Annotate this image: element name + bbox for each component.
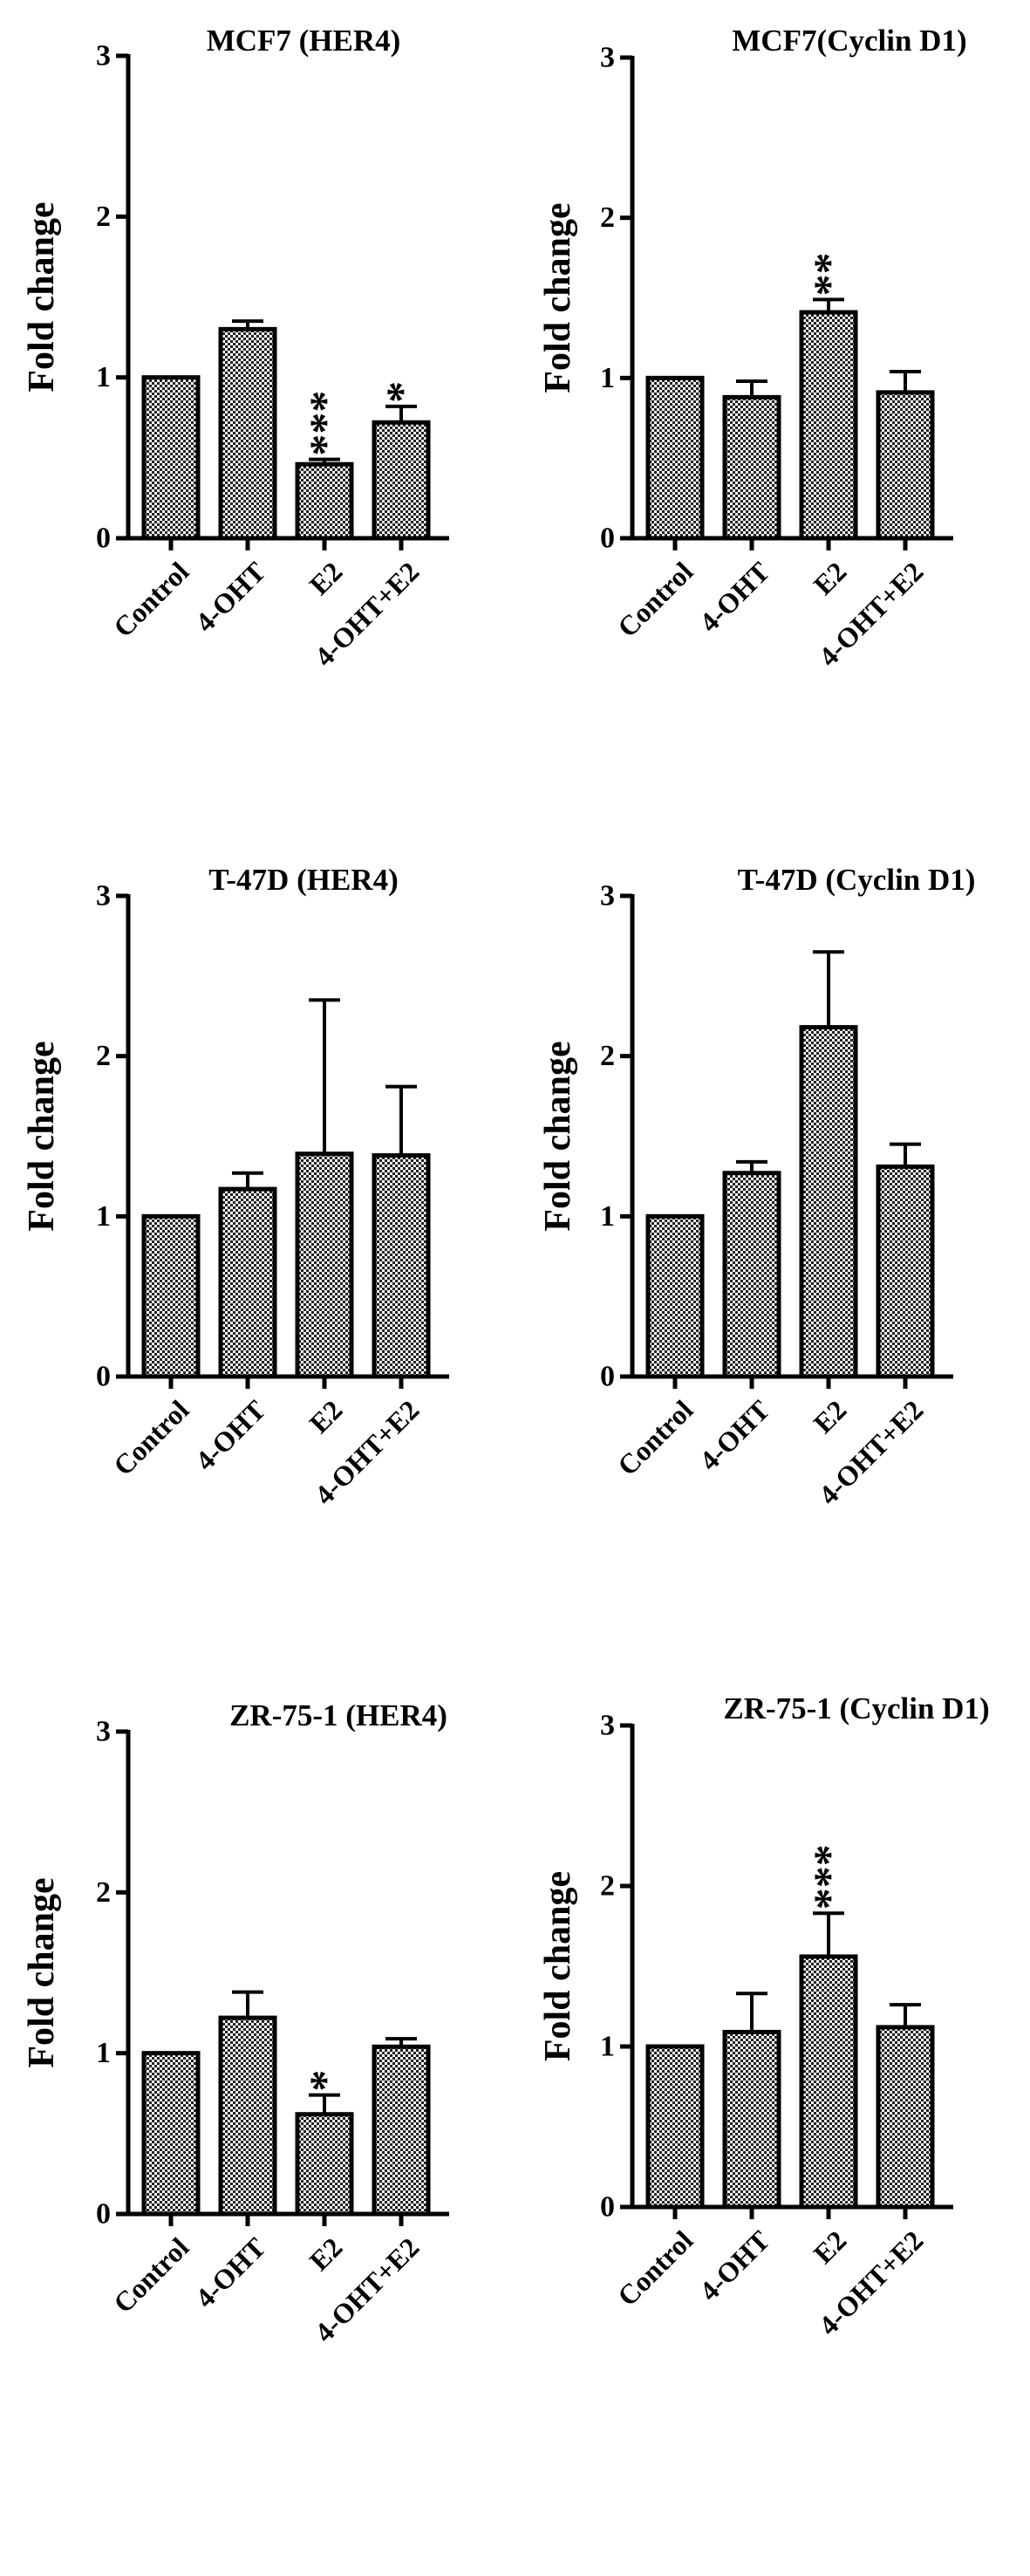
chart-title: T-47D (HER4) [208, 863, 398, 897]
bar-e2 [799, 1025, 858, 1379]
bar-control [645, 1213, 705, 1379]
y-axis-label: Fold change [538, 1871, 578, 2061]
x-tick-label: Control [611, 2224, 699, 2313]
x-tick-label: E2 [303, 2231, 348, 2277]
x-tick-label: Control [107, 2231, 195, 2320]
x-tick-label: Control [107, 556, 195, 644]
x-tick-label: E2 [807, 2224, 852, 2270]
bar-e2 [799, 1954, 858, 2210]
y-tick-label: 1 [96, 1200, 111, 1233]
y-tick-label: 3 [96, 1716, 111, 1748]
x-tick-label: 4-OHT [693, 2224, 776, 2307]
bar-4-oht [218, 326, 277, 541]
x-tick-label: Control [611, 556, 699, 644]
x-tick-label: 4-OHT [189, 2231, 272, 2314]
y-tick-label: 1 [96, 361, 111, 393]
bar-4-oht [722, 2029, 781, 2210]
y-tick-label: 0 [96, 2198, 111, 2231]
y-tick-label: 2 [96, 1040, 111, 1072]
y-tick-label: 0 [96, 1361, 111, 1393]
x-tick-label: E2 [807, 1394, 852, 1439]
significance-marker: * [300, 2070, 349, 2092]
bar-control [141, 2051, 201, 2217]
y-tick-label: 0 [600, 523, 615, 555]
bar-e2 [295, 461, 354, 541]
chart-title: MCF7(Cyclin D1) [732, 24, 966, 58]
y-tick-label: 1 [600, 1200, 615, 1233]
bar-4-oht-e2 [372, 420, 431, 541]
chart-panel-6: ZR-75-1 (Cyclin D1) Fold change *** 0 1 2 3 Con… [538, 1691, 990, 2341]
chart-title: ZR-75-1 (HER4) [229, 1698, 447, 1732]
x-tick-label: E2 [807, 556, 852, 601]
chart-panel-4: T-47D (Cyclin D1) Fold change 0 1 2 3 Control4… [538, 863, 975, 1511]
x-tick-label: 4-OHT [693, 1394, 776, 1477]
chart-panel-2: MCF7(Cyclin D1) Fold change ** 0 1 2 3 Control4… [538, 24, 967, 673]
y-tick-label: 2 [600, 1870, 615, 1903]
chart-panel-1: MCF7 (HER4)Fold change*** *0123Control4-O… [22, 24, 449, 673]
bar-control [141, 375, 201, 541]
y-axis-label: Fold change [538, 1041, 578, 1231]
y-tick-label: 1 [600, 2031, 615, 2063]
bar-4-oht-e2 [876, 1164, 935, 1379]
bar-control [141, 1213, 201, 1379]
x-tick-label: 4-OHT [693, 556, 776, 639]
bar-4-oht-e2 [372, 2044, 431, 2217]
bar-4-oht [722, 1171, 781, 1379]
y-tick-label: 2 [600, 1040, 615, 1072]
x-tick-label: E2 [303, 1394, 348, 1439]
bar-4-oht [218, 2015, 277, 2217]
y-tick-label: 3 [96, 40, 111, 72]
x-tick-label: Control [107, 1394, 195, 1482]
bar-e2 [799, 310, 858, 541]
y-axis-label: Fold change [22, 1877, 62, 2067]
y-tick-label: 0 [96, 523, 111, 555]
y-tick-label: 3 [600, 42, 615, 74]
y-tick-label: 0 [600, 1361, 615, 1393]
chart-title: ZR-75-1 (Cyclin D1) [723, 1691, 989, 1725]
significance-marker: *** [300, 391, 349, 456]
bar-4-oht-e2 [372, 1153, 431, 1379]
x-tick-label: 4-OHT [189, 1394, 272, 1477]
bar-e2 [295, 1151, 354, 1379]
bar-4-oht [218, 1186, 277, 1379]
y-tick-label: 2 [600, 202, 615, 234]
y-tick-label: 0 [600, 2191, 615, 2224]
bar-e2 [295, 2112, 354, 2217]
bar-control [645, 375, 705, 541]
bar-control [645, 2044, 705, 2210]
y-tick-label: 1 [600, 362, 615, 394]
bar-4-oht-e2 [876, 2025, 935, 2210]
significance-marker: * [377, 381, 426, 403]
chart-panel-5: ZR-75-1 (HER4) Fold change * 0 1 2 3 Control4-O… [22, 1698, 449, 2348]
x-tick-label: Control [611, 1394, 699, 1482]
y-axis-label: Fold change [538, 202, 578, 393]
y-axis-label: Fold change [22, 202, 62, 392]
y-axis-label: Fold change [22, 1041, 62, 1231]
chart-title: T-47D (Cyclin D1) [738, 863, 976, 897]
y-tick-label: 3 [600, 880, 615, 912]
y-tick-label: 3 [96, 880, 111, 912]
y-tick-label: 3 [600, 1710, 615, 1742]
chart-title: MCF7 (HER4) [207, 24, 401, 58]
y-tick-label: 2 [96, 1876, 111, 1909]
significance-marker: *** [804, 1844, 853, 1910]
y-tick-label: 2 [96, 201, 111, 233]
x-tick-label: E2 [303, 556, 348, 601]
significance-marker: ** [804, 252, 853, 296]
bar-4-oht-e2 [876, 390, 935, 541]
x-tick-label: 4-OHT [189, 556, 272, 639]
y-tick-label: 1 [96, 2037, 111, 2069]
bar-4-oht [722, 394, 781, 541]
